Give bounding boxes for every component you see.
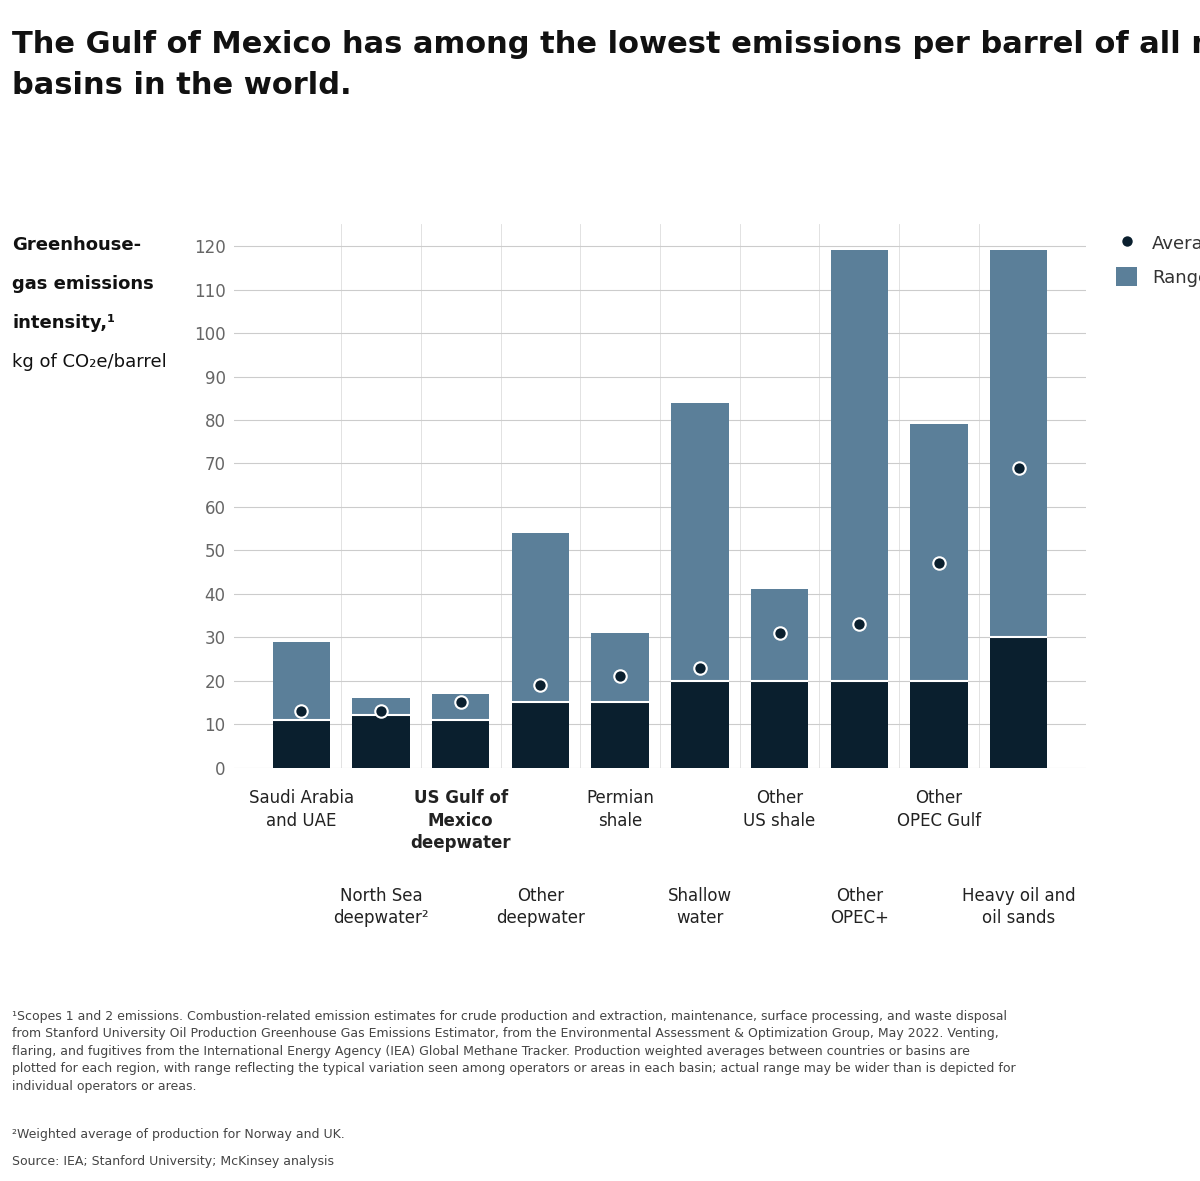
Point [850, 615, 869, 634]
Text: kg of CO₂e/barrel: kg of CO₂e/barrel [12, 353, 167, 371]
Text: Permian
shale: Permian shale [587, 789, 654, 829]
Bar [990, 638, 1048, 768]
Text: ¹Scopes 1 and 2 emissions. Combustion-related emission estimates for crude produ: ¹Scopes 1 and 2 emissions. Combustion-re… [12, 1010, 1015, 1092]
Bar [592, 703, 649, 768]
Bar [353, 716, 409, 768]
Bar [911, 680, 967, 768]
Bar [272, 720, 330, 768]
Text: basins in the world.: basins in the world. [12, 71, 352, 100]
Text: North Sea
deepwater²: North Sea deepwater² [334, 887, 428, 927]
Text: Other
US shale: Other US shale [744, 789, 816, 829]
Point [770, 624, 790, 642]
Point [451, 693, 470, 712]
Point [611, 667, 630, 686]
Text: Shallow
water: Shallow water [667, 887, 732, 927]
Text: Saudi Arabia
and UAE: Saudi Arabia and UAE [248, 789, 354, 829]
Text: Other
OPEC+: Other OPEC+ [829, 887, 889, 927]
Bar [751, 680, 809, 768]
Text: Greenhouse-: Greenhouse- [12, 236, 142, 254]
Point [1009, 458, 1028, 477]
Bar [511, 703, 569, 768]
Point [372, 702, 391, 720]
Bar [272, 641, 330, 720]
Point [292, 702, 311, 720]
Point [929, 554, 948, 573]
Point [530, 676, 550, 694]
Text: Source: IEA; Stanford University; McKinsey analysis: Source: IEA; Stanford University; McKins… [12, 1155, 334, 1168]
Bar [432, 720, 490, 768]
Bar [671, 403, 728, 680]
Bar [990, 250, 1048, 638]
Text: Other
OPEC Gulf: Other OPEC Gulf [896, 789, 980, 829]
Bar [751, 589, 809, 680]
Bar [911, 424, 967, 680]
Bar [830, 250, 888, 680]
Text: Other
deepwater: Other deepwater [496, 887, 584, 927]
Bar [511, 533, 569, 703]
Point [690, 658, 709, 677]
Text: intensity,¹: intensity,¹ [12, 314, 115, 332]
Bar [830, 680, 888, 768]
Text: Heavy oil and
oil sands: Heavy oil and oil sands [961, 887, 1075, 927]
Text: US Gulf of
Mexico
deepwater: US Gulf of Mexico deepwater [410, 789, 511, 852]
Bar [592, 633, 649, 703]
Text: gas emissions: gas emissions [12, 275, 154, 293]
Text: The Gulf of Mexico has among the lowest emissions per barrel of all major: The Gulf of Mexico has among the lowest … [12, 30, 1200, 59]
Bar [432, 693, 490, 720]
Bar [671, 680, 728, 768]
Bar [353, 698, 409, 716]
Text: ²Weighted average of production for Norway and UK.: ²Weighted average of production for Norw… [12, 1128, 344, 1141]
Legend: Average, Range: Average, Range [1116, 234, 1200, 287]
